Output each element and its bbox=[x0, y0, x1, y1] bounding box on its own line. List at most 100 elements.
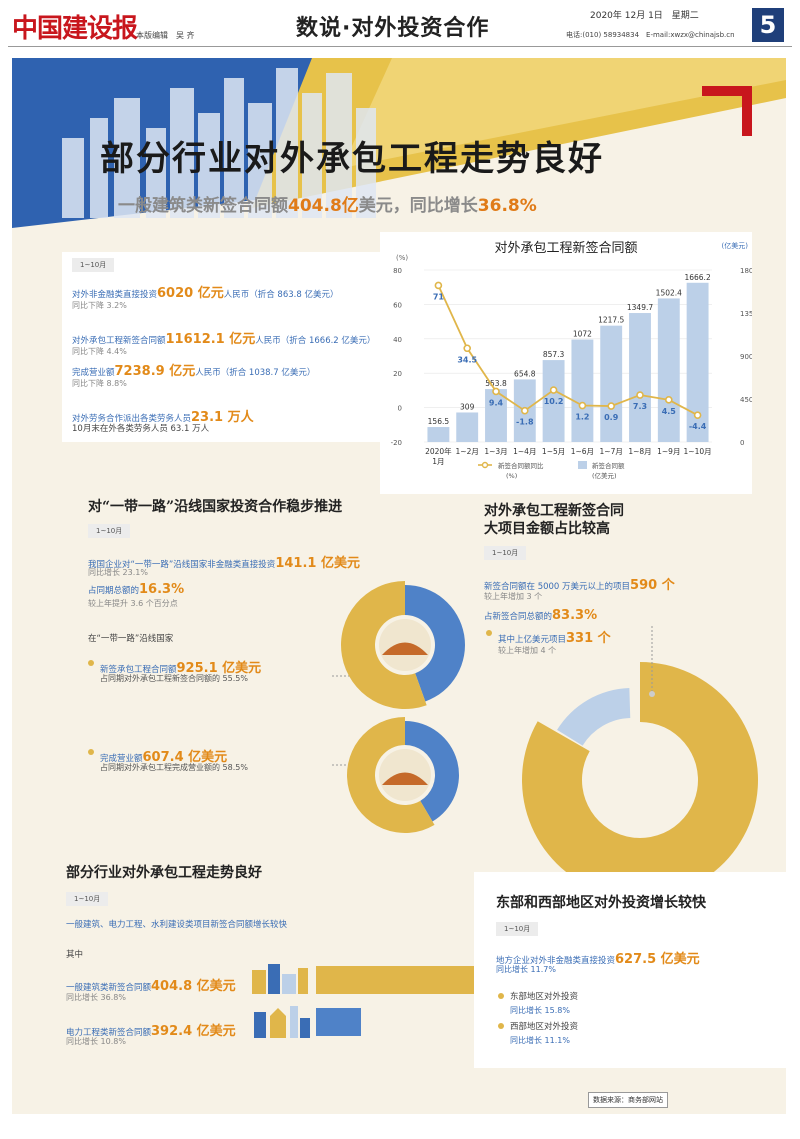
left-tick-label: 80 bbox=[393, 267, 402, 275]
period-tag: 1~10月 bbox=[72, 258, 115, 272]
x-tick-label: 1月 bbox=[432, 457, 444, 466]
left-tick-label: 0 bbox=[398, 405, 402, 413]
yoy-point bbox=[521, 406, 529, 415]
bar-value-label: 654.8 bbox=[514, 369, 536, 378]
contract-bar bbox=[686, 282, 709, 442]
summary-line-labor: 对外劳务合作派出各类劳务人员23.1 万人 bbox=[72, 410, 254, 425]
belt-road-contract: 新签承包工程合同额925.1 亿美元 bbox=[100, 661, 262, 676]
belt-road-revenue-sub: 占同期对外承包工程完成营业额的 58.5% bbox=[100, 763, 248, 772]
legend-label-yoy: (%) bbox=[506, 472, 517, 480]
yoy-point bbox=[549, 386, 558, 394]
industry-power-sub: 同比增长 10.8% bbox=[66, 1037, 126, 1046]
yoy-value-label: -1.8 bbox=[516, 418, 534, 427]
x-tick-label: 1~3月 bbox=[484, 447, 507, 456]
bar-value-label: 1072 bbox=[573, 330, 592, 339]
industry-building-sub: 同比增长 36.8% bbox=[66, 993, 126, 1002]
large-projects-count: 新签合同额在 5000 万美元以上的项目590 个 bbox=[484, 578, 675, 593]
bullet-dot bbox=[88, 660, 94, 666]
contract-bar bbox=[542, 360, 565, 442]
other-project-slice bbox=[557, 688, 631, 746]
newspaper-masthead: 中国建设报 bbox=[12, 14, 138, 44]
left-tick-label: 60 bbox=[393, 301, 402, 309]
summary-line-revenue: 完成营业额7238.9 亿元人民币（折合 1038.7 亿美元） bbox=[72, 364, 316, 379]
belt-road-title: 对“一带一路”沿线国家投资合作稳步推进 bbox=[88, 499, 343, 515]
bullet-dot bbox=[486, 630, 492, 636]
contract-other-slice bbox=[405, 585, 466, 702]
bar-value-label: 1666.2 bbox=[684, 273, 710, 282]
date-line: 2020年 12月 1日 星期二 bbox=[590, 11, 699, 21]
bar-value-label: 1349.7 bbox=[627, 303, 653, 312]
x-tick-label: 1~10月 bbox=[684, 447, 712, 456]
yoy-value-label: 7.3 bbox=[633, 402, 647, 411]
summary-sub-investment: 同比下降 3.2% bbox=[72, 301, 127, 310]
large-projects-period: 1~10月 bbox=[484, 546, 527, 560]
legend-label-yoy: 新签合同额同比 bbox=[498, 461, 544, 470]
large-projects-100m: 其中上亿美元项目331 个 bbox=[498, 631, 611, 646]
regions-period: 1~10月 bbox=[496, 922, 539, 936]
x-tick-label: 2020年 bbox=[425, 446, 452, 456]
bar-value-label: 857.3 bbox=[543, 350, 565, 359]
bar-power bbox=[316, 1008, 361, 1036]
yoy-point bbox=[693, 411, 702, 419]
east-label: 东部地区对外投资 bbox=[510, 992, 579, 1002]
bar-value-label: 1502.4 bbox=[656, 288, 682, 297]
yoy-line bbox=[437, 285, 699, 416]
contact-line: 电话:(010) 58934834 E-mail:xwzx@chinajsb.c… bbox=[566, 31, 735, 39]
belt-road-contract-sub: 占同期对外承包工程新签合同额的 55.5% bbox=[100, 674, 248, 683]
contract-bar bbox=[456, 412, 479, 442]
legend-line-marker bbox=[481, 461, 489, 469]
bullet-dot bbox=[498, 1023, 504, 1029]
industry-building: 一般建筑类新签合同额404.8 亿美元 bbox=[66, 979, 236, 994]
legend-label-contract: (亿美元) bbox=[592, 471, 617, 480]
belt-road-investment: 我国企业对“一带一路”沿线国家非金融类直接投资141.1 亿美元 bbox=[88, 556, 360, 571]
summary-sub-labor: 10月末在外各类劳务人员 63.1 万人 bbox=[72, 424, 210, 434]
bullet-dot bbox=[498, 993, 504, 999]
regions-investment: 地方企业对外非金融类直接投资627.5 亿美元 bbox=[496, 952, 700, 967]
right-tick-label: 900 bbox=[740, 353, 752, 361]
bar-value-label: 553.8 bbox=[485, 379, 507, 388]
right-axis-unit: (亿美元) bbox=[722, 241, 749, 250]
x-tick-label: 1~7月 bbox=[600, 447, 623, 456]
summary-line-investment: 对外非金融类直接投资6020 亿元人民币（折合 863.8 亿美元） bbox=[72, 286, 339, 301]
regions-title: 东部和西部地区对外投资增长较快 bbox=[496, 895, 706, 911]
industries-title: 部分行业对外承包工程走势良好 bbox=[66, 865, 262, 881]
large-projects-donut bbox=[522, 626, 758, 898]
bar-value-label: 156.5 bbox=[428, 417, 450, 426]
yoy-value-label: 10.2 bbox=[544, 397, 564, 406]
contract-bar bbox=[485, 389, 507, 442]
belt-road-share: 占同期总额的16.3% bbox=[88, 582, 185, 597]
bar-value-label: 309 bbox=[460, 402, 475, 411]
revenue-other-slice bbox=[405, 721, 459, 822]
x-tick-label: 1~4月 bbox=[513, 447, 536, 456]
large-project-share-slice bbox=[522, 662, 758, 898]
section-title: 数说·对外投资合作 bbox=[296, 16, 490, 41]
subheadline-value: 404.8亿 bbox=[288, 196, 359, 216]
x-tick-label: 1~9月 bbox=[657, 447, 680, 456]
yoy-value-label: -4.4 bbox=[689, 422, 707, 431]
yoy-point bbox=[607, 402, 615, 410]
large-projects-title-2: 大项目金额占比较高 bbox=[484, 521, 610, 537]
contract-bar bbox=[571, 339, 594, 442]
industries-intro: 一般建筑、电力工程、水利建设类项目新签合同额增长较快 bbox=[66, 920, 288, 930]
yoy-point bbox=[578, 401, 587, 410]
yoy-point bbox=[463, 344, 471, 353]
contract-combo-chart: 对外承包工程新签合同额 (%) (亿美元) 80 60 40 20 0 -20 1800 1… bbox=[380, 232, 752, 494]
yoy-value-label: 71 bbox=[433, 292, 445, 301]
right-tick-label: 0 bbox=[740, 439, 744, 447]
subheadline-rate: 36.8% bbox=[477, 196, 537, 216]
yoy-point bbox=[636, 391, 644, 399]
bullet-dot bbox=[88, 749, 94, 755]
large-projects-title-1: 对外承包工程新签合同 bbox=[484, 503, 624, 519]
right-tick-label: 1350 bbox=[740, 310, 752, 318]
yoy-value-label: 9.4 bbox=[489, 398, 504, 407]
belt-road-countries-label: 在“一带一路”沿线国家 bbox=[88, 634, 174, 644]
left-tick-label: 40 bbox=[393, 336, 402, 344]
large-projects-count-sub: 较上年增加 3 个 bbox=[484, 592, 543, 601]
summary-sub-revenue: 同比下降 8.8% bbox=[72, 379, 127, 388]
buildings-icon bbox=[252, 964, 310, 1038]
x-tick-label: 1~2月 bbox=[456, 447, 479, 456]
bar-value-label: 1217.5 bbox=[598, 316, 624, 325]
yoy-value-label: 1.2 bbox=[575, 413, 589, 422]
belt-road-donuts bbox=[330, 581, 466, 833]
contract-bar bbox=[657, 298, 680, 442]
